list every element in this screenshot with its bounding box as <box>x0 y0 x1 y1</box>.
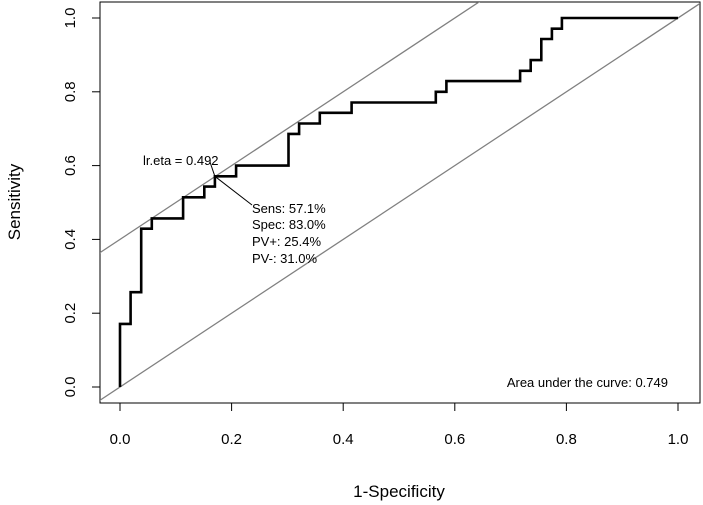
y-tick-label: 0.8 <box>62 81 79 102</box>
stat-sensitivity: Sens: 57.1% <box>252 201 326 216</box>
x-tick-label: 0.4 <box>333 431 354 448</box>
x-tick-label: 0.0 <box>110 431 131 448</box>
chance-diagonal-line <box>100 2 700 402</box>
plot-frame <box>99 1 701 404</box>
roc-curve <box>118 16 678 387</box>
cutoff-label-leader <box>209 161 216 177</box>
y-tick-label: 0.2 <box>62 303 79 324</box>
y-tick-label: 1.0 <box>62 8 79 29</box>
x-axis-title: 1-Specificity <box>353 482 445 501</box>
stat-specificity: Spec: 83.0% <box>252 217 326 232</box>
optimal-cutoff-line <box>100 2 481 254</box>
y-tick-label: 0.6 <box>62 155 79 176</box>
reference-lines <box>100 2 700 402</box>
stat-npv: PV-: 31.0% <box>252 251 317 266</box>
auc-label: Area under the curve: 0.749 <box>507 375 668 390</box>
axes: 0.0 0.2 0.4 0.6 0.8 1.0 0.0 0.2 0.4 0.6 0.8 1.0 <box>62 8 688 448</box>
y-axis-title: Sensitivity <box>5 163 24 240</box>
x-tick-label: 0.2 <box>221 431 242 448</box>
y-tick-label: 0.4 <box>62 229 79 250</box>
x-tick-label: 0.8 <box>556 431 577 448</box>
roc-curve-layer <box>118 16 678 387</box>
stat-ppv: PV+: 25.4% <box>252 234 321 249</box>
x-tick-label: 0.6 <box>444 431 465 448</box>
stats-leader <box>214 175 253 206</box>
x-tick-label: 1.0 <box>668 431 689 448</box>
y-tick-label: 0.0 <box>62 377 79 398</box>
cutoff-label: lr.eta = 0.492 <box>143 153 219 168</box>
